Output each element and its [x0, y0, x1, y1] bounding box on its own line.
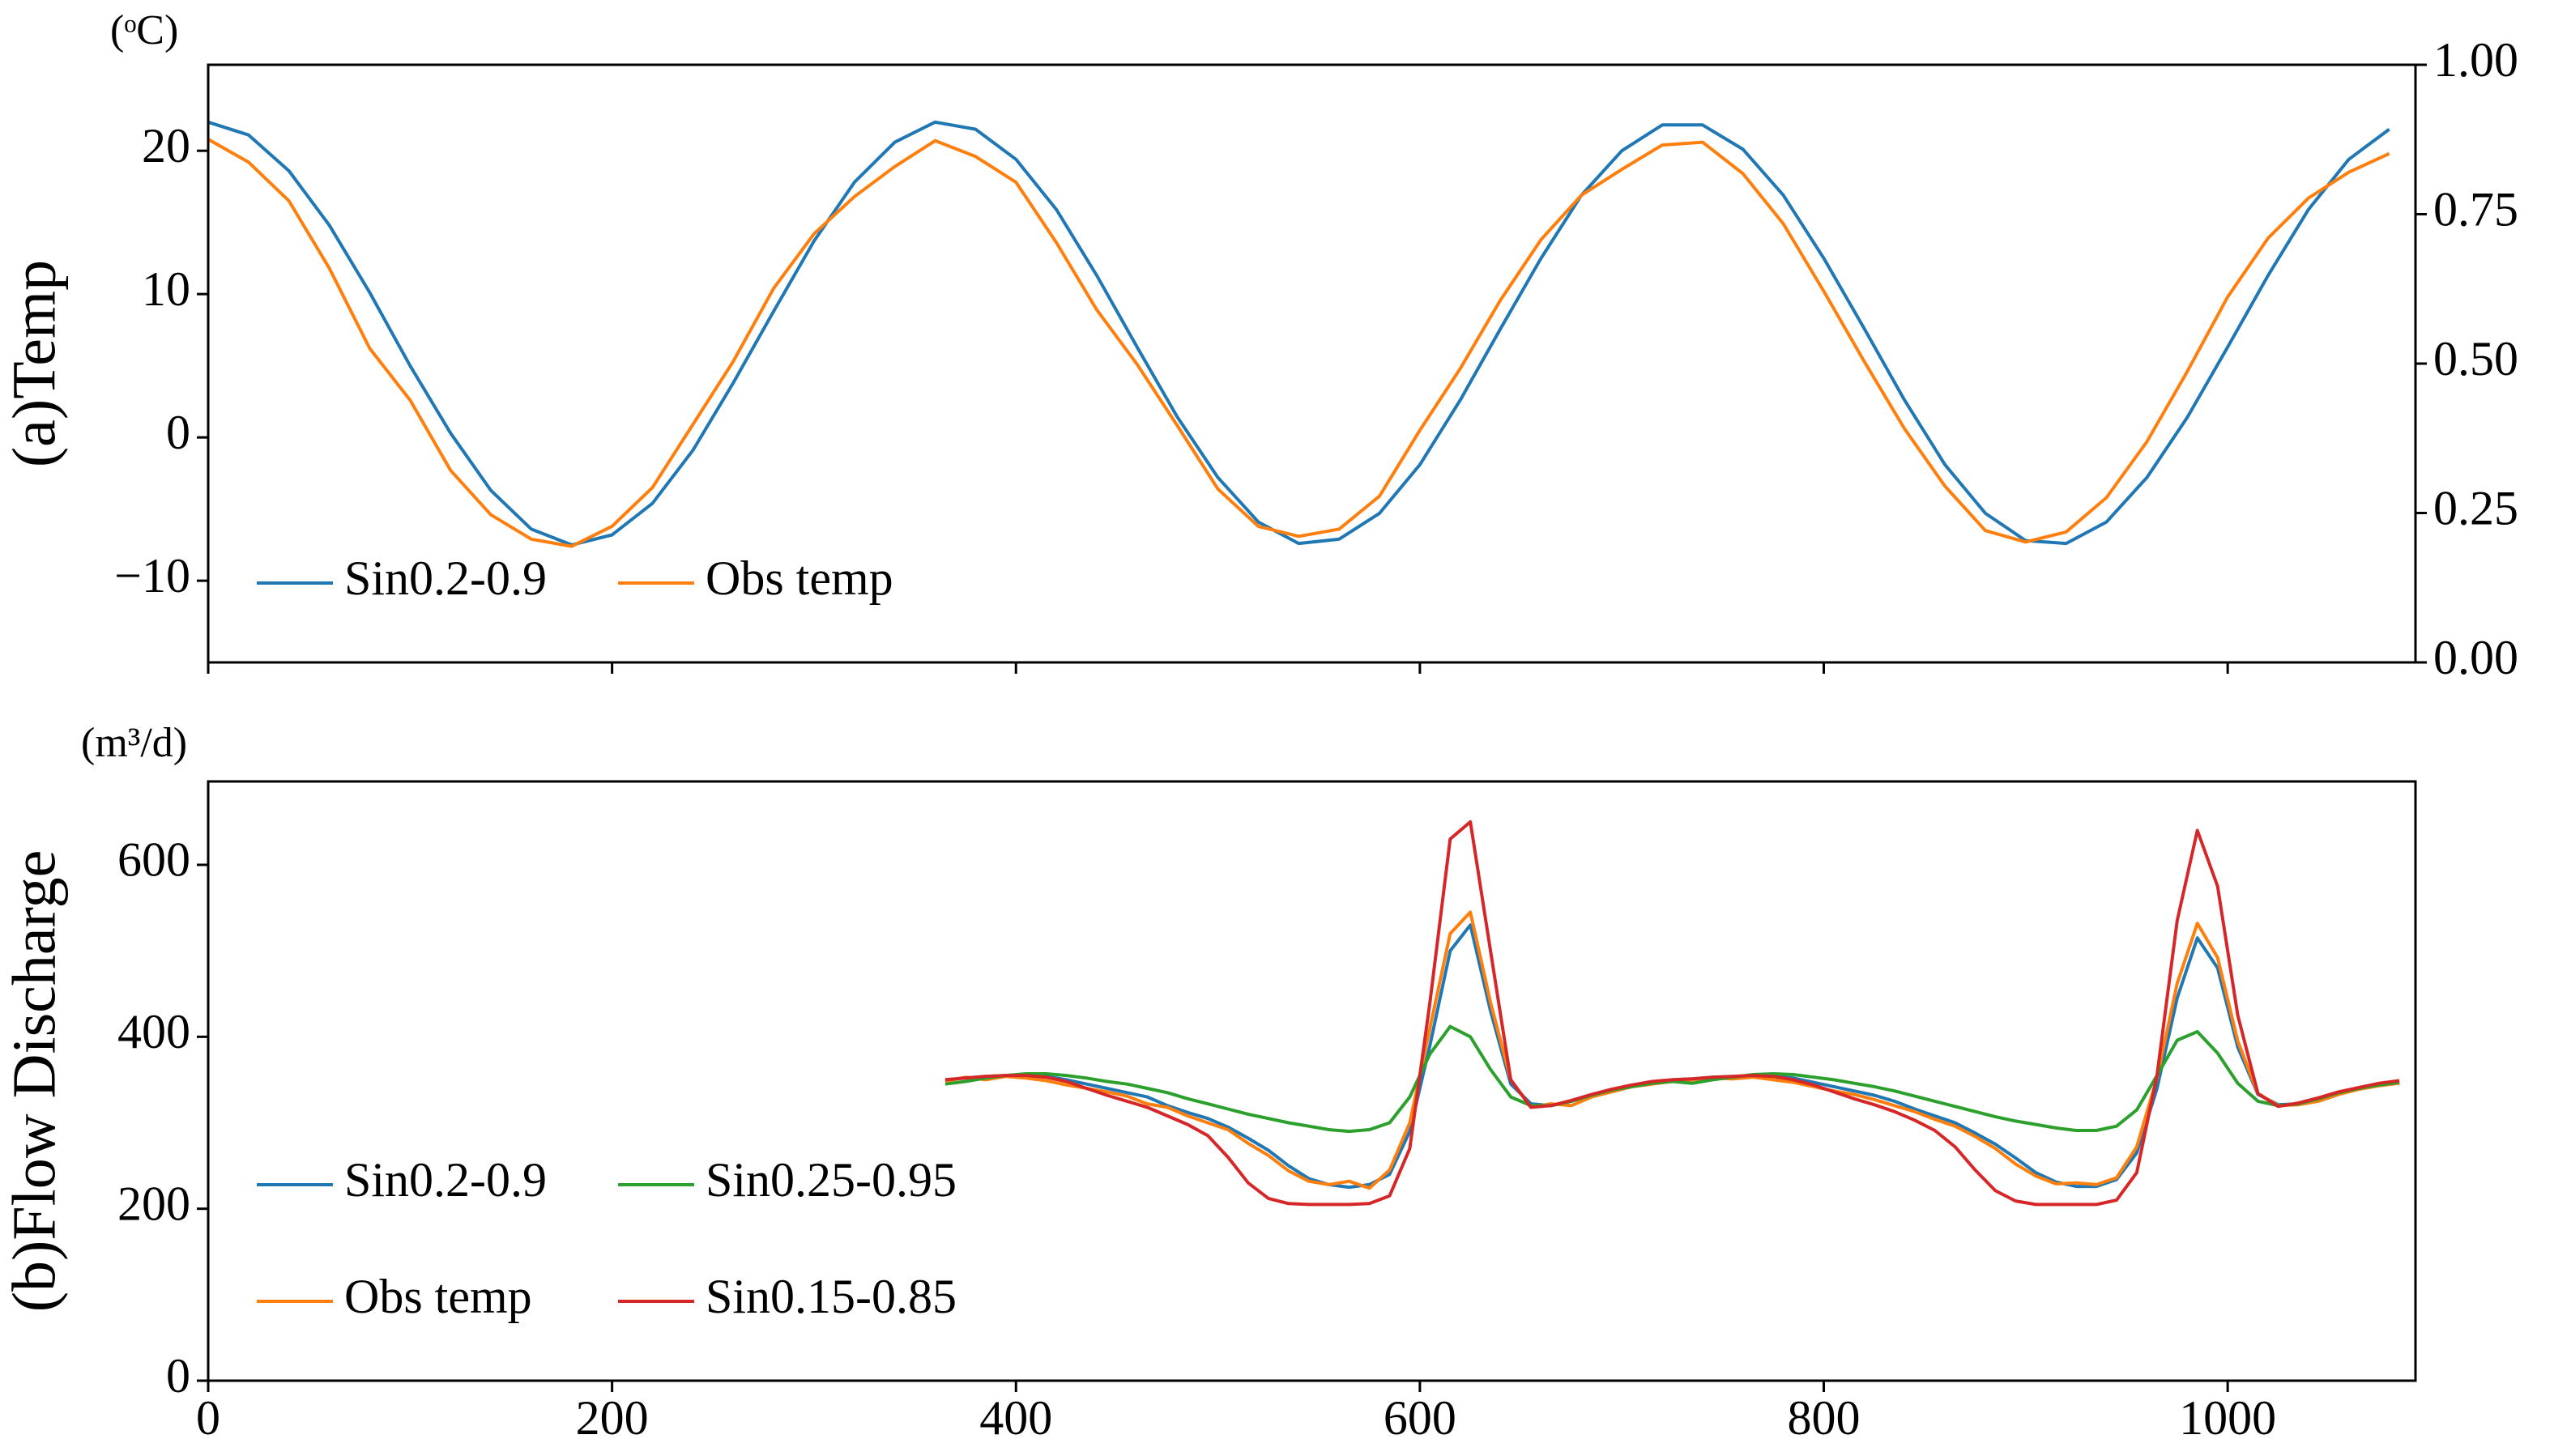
y-tick-label: 200	[117, 1177, 190, 1230]
unit-label: (m³/d)	[81, 720, 187, 766]
y-tick-label: 0	[166, 1349, 190, 1403]
y-axis-label: (b)Flow Discharge	[0, 850, 68, 1313]
x-tick-label: 200	[576, 1391, 649, 1445]
x-tick-label: 0	[196, 1391, 220, 1445]
series-line	[944, 910, 2400, 1190]
y2-tick-label: 0.50	[2433, 332, 2518, 385]
plot-frame	[207, 780, 2417, 1382]
y-tick-label: −10	[114, 549, 190, 602]
x-tick-label: 600	[1384, 1391, 1456, 1445]
y2-tick-label: 0.25	[2433, 481, 2518, 534]
legend-label: Sin0.2-0.9	[344, 551, 547, 605]
series-line	[207, 138, 2390, 548]
y-tick-label: 0	[166, 406, 190, 459]
unit-label: (ᵒC)	[110, 7, 178, 53]
series-line	[207, 120, 2390, 547]
y-tick-label: 20	[142, 119, 190, 172]
y-tick-label: 400	[117, 1005, 190, 1058]
y-axis-label: (a)Temp	[0, 260, 68, 467]
series-line	[944, 820, 2400, 1207]
y2-tick-label: 1.00	[2433, 33, 2518, 87]
legend-label: Sin0.25-0.95	[706, 1153, 957, 1207]
y2-tick-label: 0.00	[2433, 631, 2518, 684]
legend-label: Sin0.2-0.9	[344, 1153, 547, 1207]
legend-label: Obs temp	[344, 1270, 532, 1323]
x-tick-label: 400	[979, 1391, 1052, 1445]
y2-tick-label: 0.75	[2433, 182, 2518, 236]
series-line	[944, 923, 2400, 1190]
legend-label: Obs temp	[706, 551, 893, 605]
legend-label: Sin0.15-0.85	[706, 1270, 957, 1323]
x-tick-label: 800	[1788, 1391, 1861, 1445]
x-tick-label: 1000	[2179, 1391, 2276, 1445]
y-tick-label: 600	[117, 833, 190, 887]
y-tick-label: 10	[142, 262, 190, 316]
